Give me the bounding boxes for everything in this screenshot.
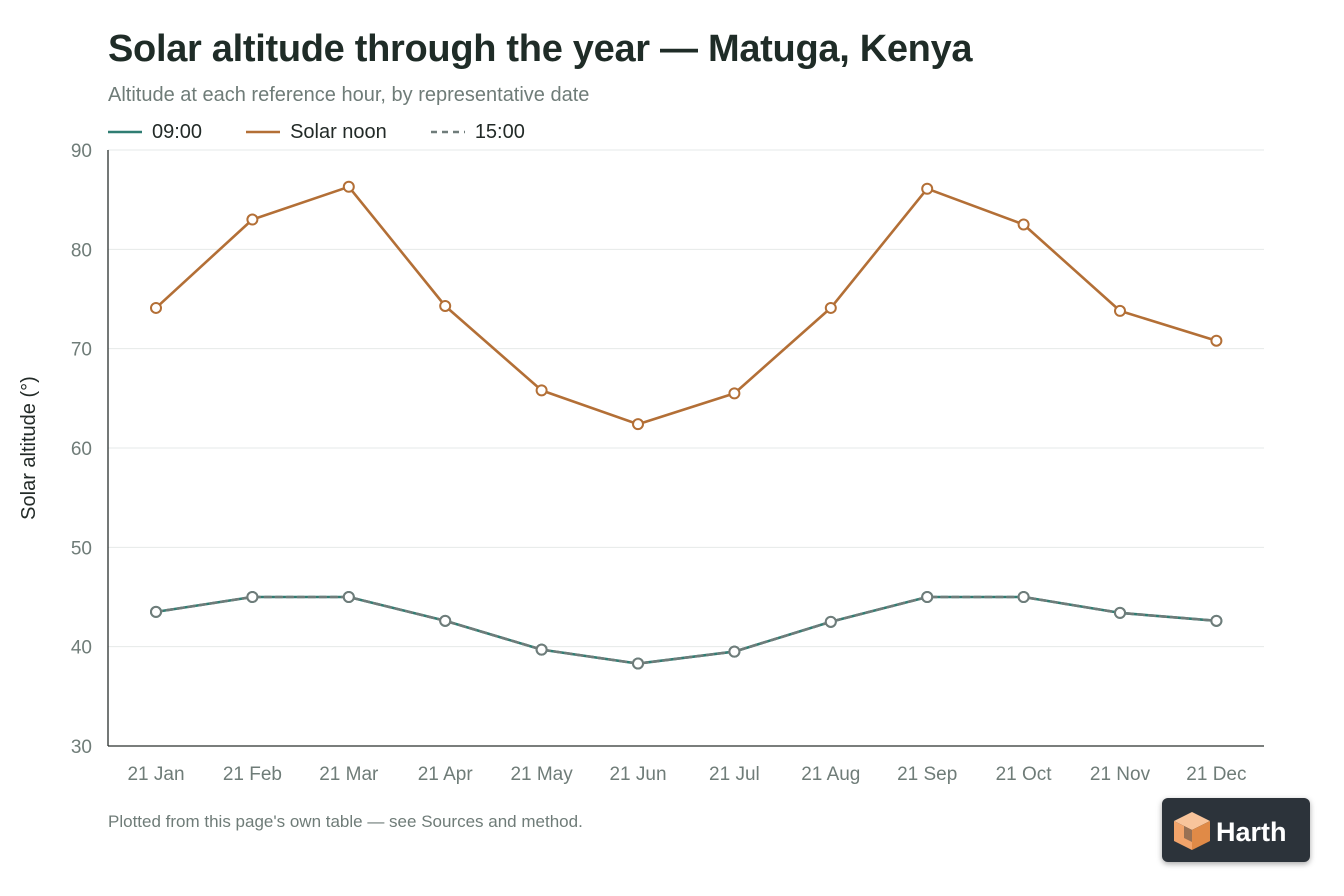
point-solar-noon-0 [150,301,162,314]
x-tick-label-2: 21 Mar [319,764,379,785]
legend-swatch-0900 [108,130,142,134]
y-tick-label-70: 70 [71,340,92,361]
point-15-00-1 [246,591,259,603]
point-solar-noon-4 [535,384,548,397]
point-15-00-8 [921,591,934,603]
x-tick-label-0: 21 Jan [127,764,184,785]
point-solar-noon-2 [342,180,355,193]
point-solar-noon-6 [728,387,741,400]
point-15-00-0 [150,605,162,618]
legend-item-solar-noon: Solar noon [246,121,387,144]
legend-label-1500: 15:00 [474,120,525,143]
point-solar-noon-1 [246,213,259,226]
point-15-00-9 [1017,591,1030,603]
harth-cube-logo-icon: Harth [1174,812,1287,850]
point-solar-noon-8 [921,182,934,195]
chart-subtitle: Altitude at each reference hour, by repr… [108,84,590,106]
point-solar-noon-7 [824,301,837,314]
series-line-15-00 [154,595,1218,665]
point-solar-noon-5 [632,418,644,431]
legend-swatch-1500 [430,130,465,134]
x-tick-label-1: 21 Feb [223,764,282,785]
x-tick-label-9: 21 Oct [996,764,1053,785]
x-tick-label-4: 21 May [510,764,573,785]
point-solar-noon-9 [1017,218,1030,231]
point-15-00-11 [1210,614,1223,627]
x-tick-label-11: 21 Dec [1186,764,1246,785]
series-line-09-00 [154,595,1218,665]
point-15-00-6 [728,645,741,658]
legend-item-0900: 09:00 [108,121,202,144]
x-tick-label-3: 21 Apr [418,764,474,785]
point-15-00-4 [535,643,548,656]
y-axis-title: Solar altitude (°) [18,376,40,520]
y-tick-label-90: 90 [71,141,92,162]
chart-title: Solar altitude through the year — Matuga… [108,28,973,70]
point-solar-noon-3 [439,299,452,312]
point-15-00-7 [824,615,837,628]
point-solar-noon-11 [1210,334,1223,347]
legend-label-solar-noon: Solar noon [290,120,387,143]
y-tick-label-60: 60 [71,439,92,460]
point-15-00-10 [1114,606,1126,619]
point-solar-noon-10 [1114,304,1126,317]
y-tick-label-40: 40 [71,638,92,659]
chart-footnote: Plotted from this page's own table — see… [108,812,583,831]
y-tick-label-30: 30 [71,737,92,758]
x-tick-label-10: 21 Nov [1090,764,1151,785]
x-tick-label-7: 21 Aug [801,764,860,785]
line-chart: 30 40 50 60 70 80 90 21 Jan 21 Feb 21 Mar 21 Apr 21… [18,141,1264,785]
series-line-solar-noon [154,185,1218,426]
point-15-00-5 [632,657,644,670]
legend-item-1500: 15:00 [430,120,525,144]
y-tick-label-50: 50 [71,538,92,559]
logo-text: Harth [1216,817,1287,847]
point-15-00-3 [439,614,452,627]
legend-swatch-solar-noon [246,130,281,134]
legend-label-0900: 09:00 [152,120,203,143]
harth-logo: Harth [1162,798,1310,862]
point-15-00-2 [342,591,355,603]
x-tick-label-5: 21 Jun [609,764,666,785]
x-tick-label-6: 21 Jul [709,764,760,785]
y-tick-label-80: 80 [71,240,92,261]
chart-legend: 09:00 Solar noon 15:00 [108,119,569,145]
x-tick-label-8: 21 Sep [897,764,957,785]
